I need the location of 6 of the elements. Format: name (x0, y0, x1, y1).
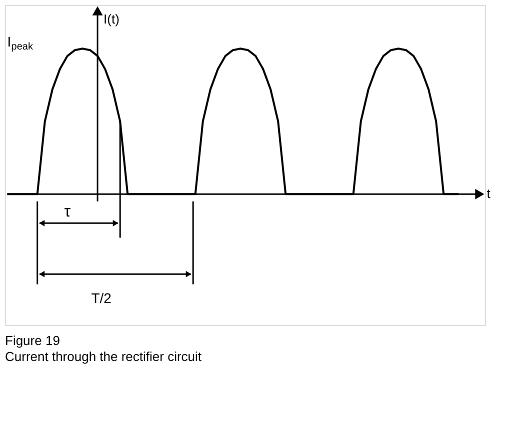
text: τ (64, 204, 72, 221)
x-axis-title: t (486, 186, 491, 202)
text: Figure 19 (5, 333, 60, 348)
y-axis-title: I(t) (104, 12, 120, 27)
text: Current through the rectifier circuit (5, 349, 202, 364)
text: T/2 (91, 290, 112, 306)
